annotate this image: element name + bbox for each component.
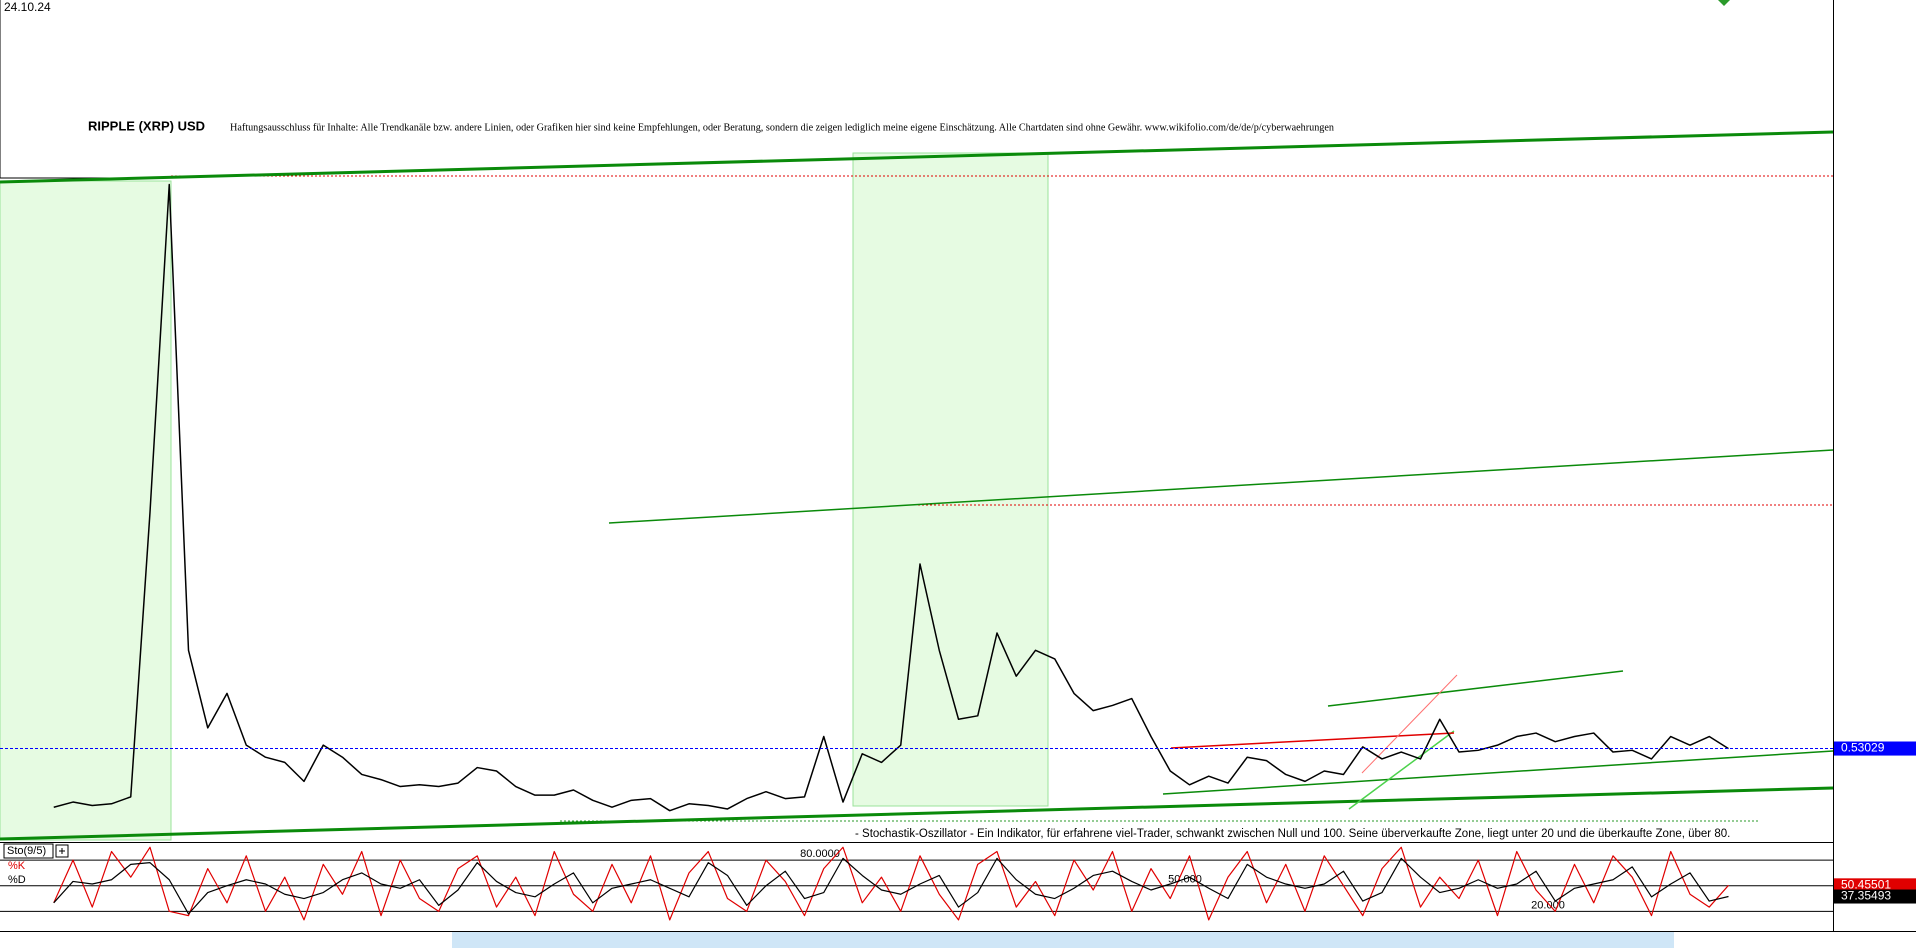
trendline bbox=[0, 130, 1834, 184]
axis-panel bbox=[1834, 0, 1916, 948]
level-label: 80.0000 bbox=[800, 848, 840, 860]
current-value-label: 50.45501 bbox=[1841, 878, 1891, 892]
marker bbox=[1718, 0, 1730, 6]
trendline bbox=[608, 449, 1834, 524]
current-value-label: 0.53029 bbox=[1841, 741, 1885, 755]
chart-subtitle: Haftungsausschluss für Inhalte: Alle Tre… bbox=[230, 122, 1334, 133]
zone bbox=[0, 180, 172, 841]
data-line bbox=[53, 846, 1729, 921]
chart-title: RIPPLE (XRP) USD bbox=[88, 118, 205, 133]
axis-band bbox=[452, 932, 1674, 948]
trendline bbox=[1327, 670, 1624, 707]
data-line bbox=[53, 183, 1729, 812]
legend-entry: %K bbox=[8, 860, 26, 872]
trendline bbox=[1162, 750, 1834, 795]
current-value-box bbox=[1834, 889, 1916, 904]
indicator-box bbox=[3, 843, 54, 859]
current-value-box bbox=[1834, 741, 1916, 756]
data-line bbox=[53, 857, 1729, 915]
trendline bbox=[1170, 732, 1455, 749]
oscillator-annotation: - Stochastik-Oszillator - Ein Indikator,… bbox=[855, 828, 1730, 840]
date-label: 24.10.24 bbox=[4, 0, 51, 14]
zone bbox=[852, 152, 1049, 807]
level-label: 50.000 bbox=[1168, 874, 1202, 886]
legend-entry: %D bbox=[8, 874, 26, 886]
trendline bbox=[1348, 730, 1455, 810]
indicator-title: Sto(9/5) bbox=[7, 845, 46, 857]
current-value-box bbox=[1834, 878, 1916, 893]
current-value-label: 37.35493 bbox=[1841, 889, 1891, 903]
trendline bbox=[0, 786, 1834, 841]
